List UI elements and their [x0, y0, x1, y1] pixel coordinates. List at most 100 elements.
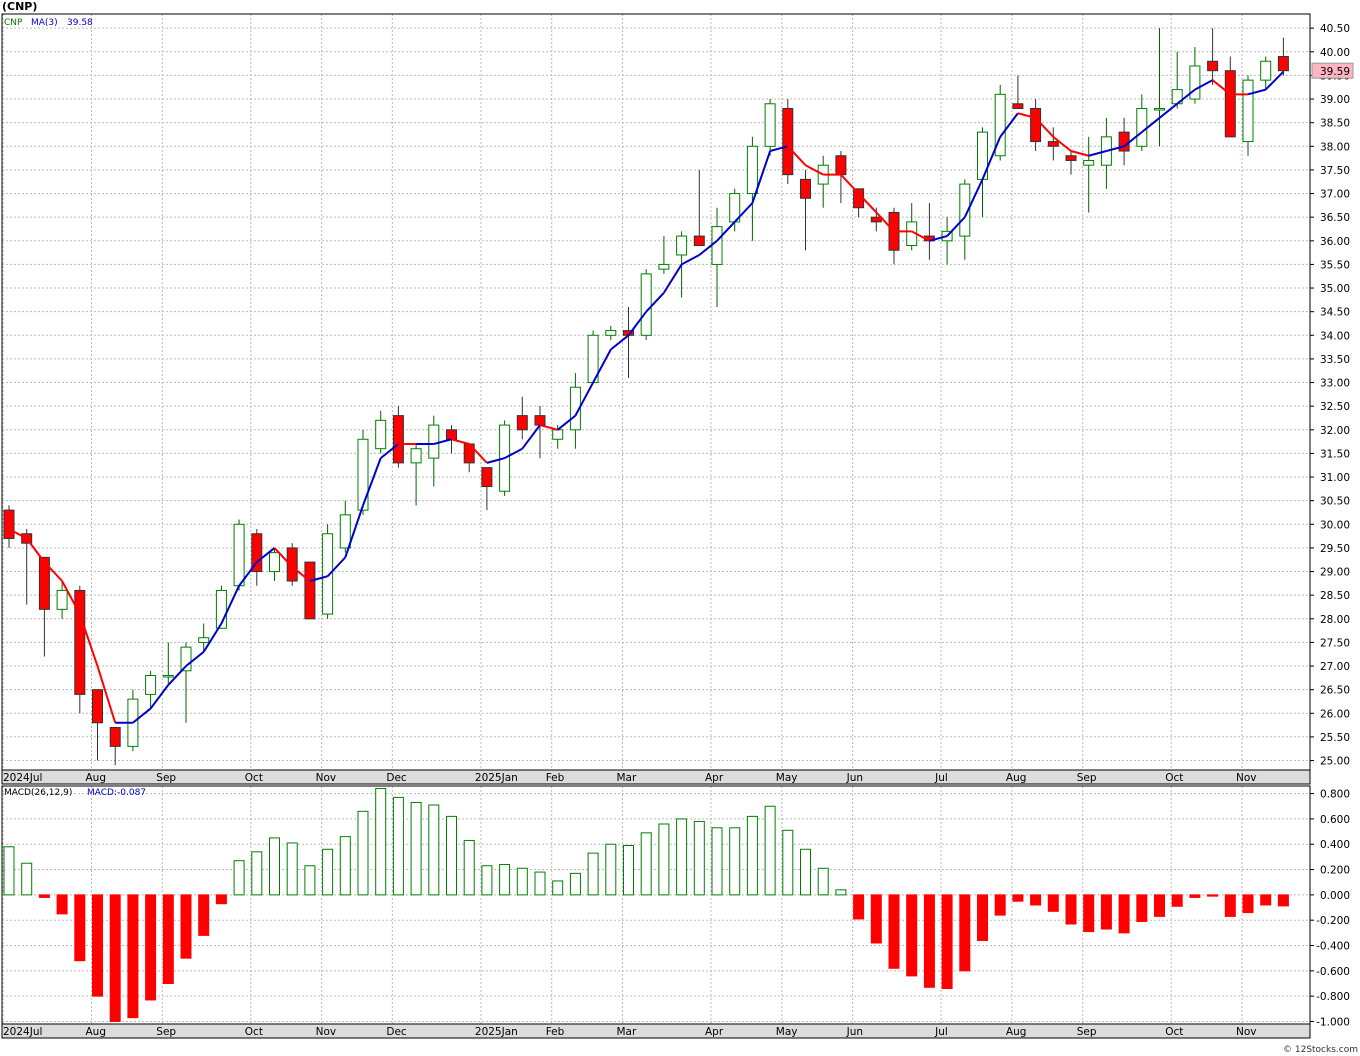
- macd-bar: [1136, 894, 1148, 922]
- macd-bar: [481, 865, 493, 896]
- macd-date-label: Sep: [1077, 1026, 1097, 1038]
- candle-body: [640, 273, 652, 336]
- candle-body: [746, 145, 758, 195]
- macd-date-label: Oct: [245, 1026, 263, 1038]
- ma-line-segment: [504, 447, 523, 460]
- macd-bar: [127, 894, 139, 1019]
- candle-body: [569, 386, 581, 431]
- candle-body: [1277, 56, 1289, 72]
- price-date-label: Dec: [386, 772, 407, 784]
- macd-date-label: Sep: [156, 1026, 176, 1038]
- price-tick-label: 36.00: [1320, 236, 1350, 248]
- macd-date-label: 2025Jan: [475, 1026, 518, 1038]
- price-tick-label: 35.50: [1320, 259, 1350, 271]
- candle-body: [269, 552, 280, 573]
- ma-line-segment: [663, 263, 683, 294]
- price-date-label: Jun: [846, 772, 863, 784]
- price-tick-label: 34.50: [1320, 307, 1350, 319]
- candle-body: [251, 533, 263, 573]
- candle-body: [1242, 79, 1254, 143]
- price-tick-label: 30.50: [1320, 496, 1350, 508]
- price-date-label: 2024Jul: [3, 772, 42, 784]
- macd-bar: [569, 872, 581, 896]
- macd-bar: [1012, 894, 1024, 902]
- macd-bar: [3, 846, 15, 896]
- price-legend-ma: MA(3): [31, 18, 58, 28]
- candle-body: [162, 675, 174, 678]
- macd-bar: [1065, 894, 1077, 925]
- candle-body: [38, 556, 50, 610]
- ma-line-segment: [1034, 117, 1055, 138]
- candle-body: [74, 589, 86, 695]
- macd-bar: [516, 867, 528, 896]
- footer-credit: © 12Stocks.com: [1283, 1045, 1358, 1055]
- macd-bar: [357, 810, 369, 896]
- price-tick-label: 40.50: [1320, 23, 1350, 35]
- price-date-label: Oct: [245, 772, 263, 784]
- price-date-band: [1, 769, 1311, 785]
- macd-tick-label: 0.800: [1320, 789, 1350, 801]
- candle-body: [1083, 159, 1095, 166]
- macd-date-label: Mar: [617, 1026, 637, 1038]
- candle-body: [534, 415, 546, 426]
- macd-date-label: Feb: [546, 1026, 565, 1038]
- candle-body: [782, 108, 794, 176]
- macd-bar: [1189, 894, 1201, 898]
- price-tick-label: 25.00: [1320, 756, 1350, 768]
- macd-date-label: May: [776, 1026, 798, 1038]
- macd-bar: [1047, 894, 1059, 912]
- ma-line-segment: [805, 164, 824, 176]
- ma-line-segment: [61, 580, 81, 615]
- macd-bar: [375, 788, 387, 896]
- candle-body: [109, 726, 121, 747]
- candle-body: [322, 533, 334, 615]
- ma-line-segment: [574, 382, 594, 417]
- candle-body: [994, 93, 1006, 157]
- macd-tick-label: -0.800: [1316, 991, 1350, 1003]
- price-pane: 25.00 25.50 26.00 26.50 27.00 27.50 28.00 28.50…: [1, 13, 1354, 785]
- macd-bar: [410, 801, 422, 896]
- ma-line-segment: [857, 192, 878, 214]
- macd-bar: [1030, 894, 1042, 906]
- candle-body: [959, 183, 971, 237]
- macd-bar: [693, 820, 705, 896]
- macd-date-label: Jun: [846, 1026, 863, 1038]
- macd-bar: [198, 894, 210, 936]
- macd-legend-value: MACD:-0.087: [87, 788, 146, 798]
- price-date-label: Mar: [617, 772, 637, 784]
- ma-line-segment: [733, 202, 754, 223]
- macd-date-label: Apr: [705, 1026, 724, 1038]
- macd-bar: [853, 894, 865, 920]
- candle-body: [481, 467, 493, 488]
- candle-body: [1189, 65, 1201, 100]
- macd-bar: [605, 843, 617, 896]
- price-tick-label: 29.00: [1320, 567, 1350, 579]
- macd-bar: [711, 827, 723, 896]
- macd-bar: [251, 851, 263, 896]
- macd-bar: [446, 815, 457, 896]
- candle-body: [375, 419, 387, 450]
- macd-bar: [746, 815, 758, 896]
- macd-bar: [729, 827, 741, 896]
- candle-body: [1260, 60, 1272, 81]
- macd-bar: [339, 836, 351, 896]
- ma-line-segment: [681, 254, 700, 266]
- candle-body: [92, 689, 103, 724]
- price-date-label: Feb: [546, 772, 565, 784]
- price-plot-area: [2, 14, 1310, 770]
- price-legend-symbol: CNP: [4, 18, 23, 28]
- ma-line-segment: [963, 178, 984, 218]
- macd-bar: [1118, 894, 1130, 934]
- ma-line-segment: [840, 173, 860, 195]
- macd-bar: [1224, 894, 1236, 917]
- macd-bar: [304, 865, 316, 896]
- macd-bar: [1171, 894, 1183, 907]
- price-date-label: Jul: [934, 772, 948, 784]
- price-date-label: Apr: [705, 772, 724, 784]
- price-tick-label: 37.50: [1320, 165, 1350, 177]
- ma-line-segment: [78, 613, 99, 667]
- macd-bar: [994, 894, 1006, 916]
- price-tick-label: 26.00: [1320, 708, 1350, 720]
- chart-title: (CNP): [2, 0, 38, 13]
- price-tick-label: 27.50: [1320, 637, 1350, 649]
